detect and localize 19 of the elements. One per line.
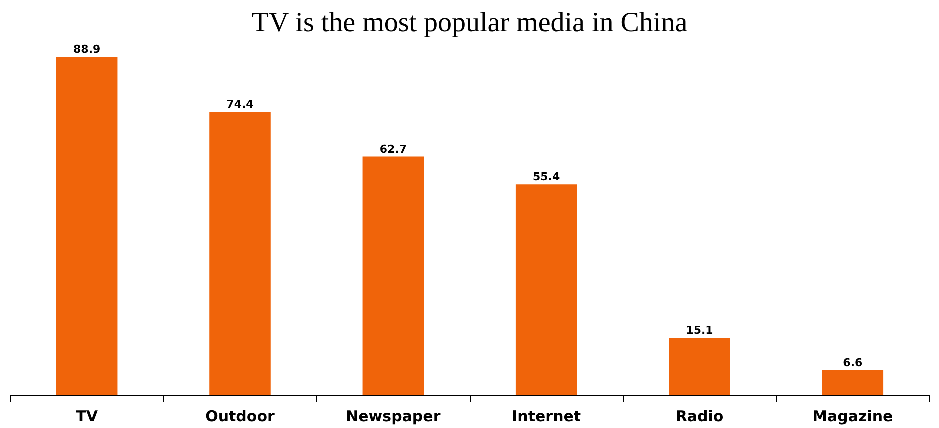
- bar: [516, 184, 578, 396]
- bar: [210, 112, 271, 396]
- data-label: 6.6: [843, 356, 864, 370]
- bar: [362, 156, 424, 396]
- x-tick-label: Magazine: [812, 408, 894, 426]
- data-label: 15.1: [686, 324, 714, 338]
- bar: [669, 338, 730, 396]
- x-tick-label: Radio: [676, 408, 724, 426]
- data-label: 74.4: [226, 98, 254, 112]
- x-tick-label: TV: [76, 408, 98, 426]
- x-tick-label: Outdoor: [206, 408, 276, 426]
- data-label: 62.7: [380, 142, 407, 156]
- x-tick-label: Newspaper: [346, 408, 442, 426]
- chart-title: TV is the most popular media in China: [252, 8, 688, 38]
- bar: [822, 370, 884, 396]
- data-label: 55.4: [533, 170, 560, 184]
- data-label: 88.9: [74, 43, 101, 56]
- bar: [56, 57, 118, 396]
- x-tick-label: Internet: [512, 408, 582, 426]
